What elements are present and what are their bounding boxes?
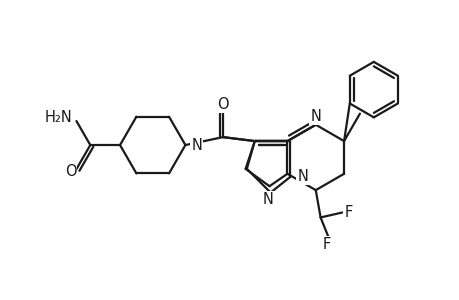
Text: N: N xyxy=(310,109,320,124)
Text: N: N xyxy=(297,169,308,184)
Text: H₂N: H₂N xyxy=(45,110,73,124)
Text: N: N xyxy=(262,192,273,207)
Text: O: O xyxy=(217,97,229,112)
Text: F: F xyxy=(343,205,352,220)
Text: O: O xyxy=(65,164,76,178)
Text: F: F xyxy=(322,237,330,252)
Text: N: N xyxy=(191,137,202,152)
